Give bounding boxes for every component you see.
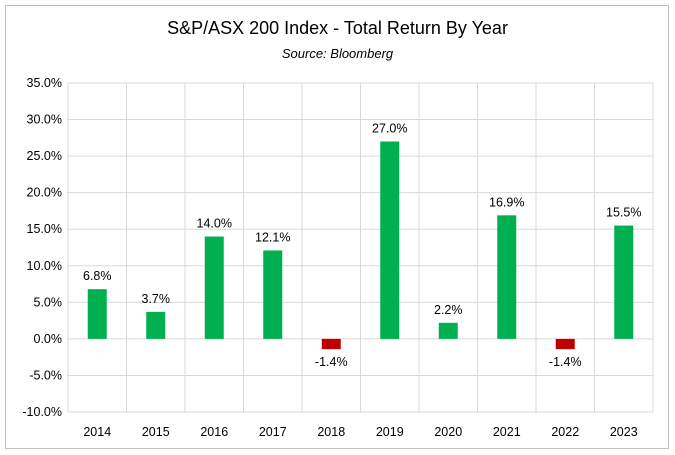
y-tick-label: 5.0%	[34, 295, 63, 309]
data-label: 2.2%	[434, 303, 463, 317]
x-tick-label: 2023	[610, 425, 638, 439]
data-label: 3.7%	[142, 292, 171, 306]
bar	[87, 289, 107, 339]
x-tick-label: 2016	[200, 425, 228, 439]
axis-layer: 35.0% 30.0% 25.0% 20.0% 15.0% 10.0% 5.0% 0.0% -5…	[22, 76, 637, 439]
y-tick-label: 20.0%	[27, 186, 62, 200]
bar	[204, 236, 224, 339]
y-tick-label: 30.0%	[27, 113, 62, 127]
data-label: 27.0%	[372, 121, 407, 135]
bar	[497, 215, 517, 339]
x-tick-label: 2014	[83, 425, 111, 439]
grid-layer	[67, 82, 654, 413]
x-tick-label: 2020	[434, 425, 462, 439]
y-tick-label: 15.0%	[27, 222, 62, 236]
bar	[146, 311, 166, 339]
data-label: 12.1%	[255, 230, 290, 244]
y-tick-label: 10.0%	[27, 259, 62, 273]
bar	[380, 141, 400, 339]
bar	[555, 338, 575, 350]
bar-layer	[87, 141, 634, 350]
data-label: 14.0%	[197, 217, 232, 231]
x-tick-label: 2021	[493, 425, 521, 439]
y-tick-label: 35.0%	[27, 76, 62, 90]
x-tick-label: 2017	[259, 425, 287, 439]
bar	[263, 250, 283, 339]
x-tick-label: 2022	[551, 425, 579, 439]
x-tick-label: 2019	[376, 425, 404, 439]
y-tick-label: -10.0%	[22, 405, 62, 419]
y-tick-label: 25.0%	[27, 149, 62, 163]
data-label: 16.9%	[489, 195, 524, 209]
data-label: -1.4%	[549, 355, 582, 369]
bar	[438, 322, 458, 339]
data-label: 15.5%	[606, 206, 641, 220]
x-tick-label: 2015	[142, 425, 170, 439]
chart-title: S&P/ASX 200 Index - Total Return By Year	[167, 18, 508, 38]
data-label: 6.8%	[83, 269, 112, 283]
bar	[614, 225, 634, 339]
chart-subtitle: Source: Bloomberg	[281, 46, 394, 61]
y-tick-label: 0.0%	[34, 332, 63, 346]
label-layer: 6.8% 3.7% 14.0% 12.1% -1.4% 27.0% 2.2% 16.9% -1.…	[83, 121, 641, 369]
bar	[321, 338, 341, 350]
x-tick-label: 2018	[317, 425, 345, 439]
y-tick-label: -5.0%	[29, 368, 62, 382]
data-label: -1.4%	[315, 355, 348, 369]
